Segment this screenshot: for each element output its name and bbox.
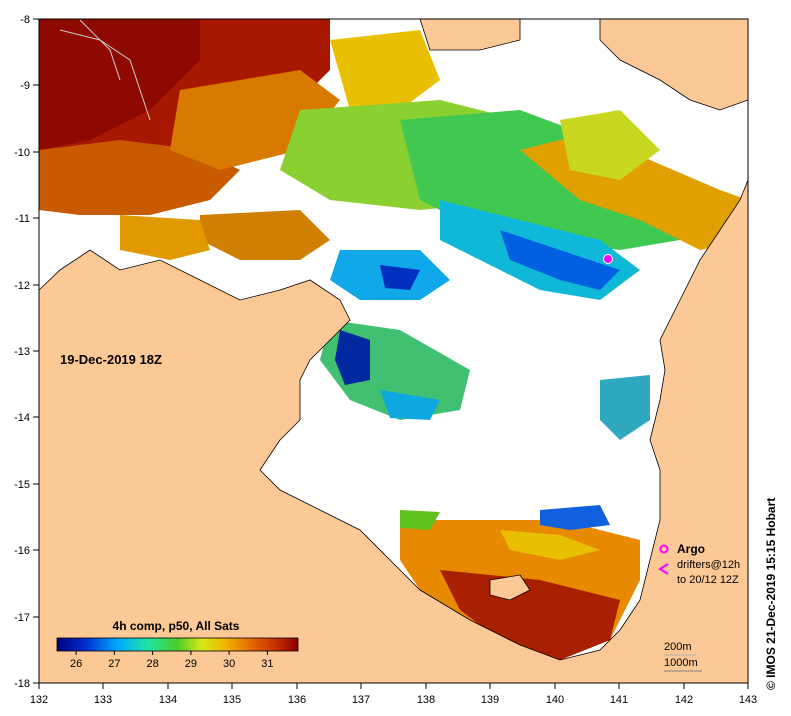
drifter-legend-line2: to 20/12 12Z: [677, 574, 739, 586]
y-tick-label: -16: [14, 545, 30, 557]
drifter-legend-icon: [658, 563, 669, 575]
colorbar-tick-label: 27: [108, 658, 120, 670]
x-tick-label: 135: [223, 694, 241, 706]
depth-contour: [59, 29, 151, 121]
landmass: [39, 19, 748, 683]
colorbar-tick-label: 31: [261, 658, 273, 670]
y-tick-label: -17: [14, 612, 30, 624]
x-tick-label: 132: [30, 694, 48, 706]
x-tick-label: 138: [417, 694, 435, 706]
y-tick-label: -13: [14, 346, 30, 358]
colorbar-tick-label: 26: [70, 658, 82, 670]
colorbar-ramp: [56, 637, 299, 652]
colorbar: 4h comp, p50, All Sats 26 27 28 29 30 31: [56, 619, 299, 670]
date-label: 19-Dec-2019 18Z: [60, 352, 162, 367]
colorbar-tick-label: 30: [223, 658, 235, 670]
y-axis: -8 -9 -10 -11 -12 -13 -14 -15 -16 -17 -1…: [14, 14, 39, 690]
x-tick-label: 137: [352, 694, 370, 706]
colorbar-title: 4h comp, p50, All Sats: [113, 619, 240, 633]
colorbar-ticks: 26 27 28 29 30 31: [70, 651, 274, 670]
y-tick-label: -15: [14, 479, 30, 491]
y-tick-label: -12: [14, 280, 30, 292]
depth-contour: [79, 19, 121, 81]
y-tick-label: -11: [15, 213, 30, 225]
depth-1000-label: 1000m: [664, 657, 698, 669]
argo-legend-icon: [659, 544, 669, 554]
x-tick-label: 139: [481, 694, 499, 706]
imos-credit: © IMOS 21-Dec-2019 15:15 Hobart: [764, 497, 778, 690]
y-tick-label: -8: [20, 14, 30, 26]
y-tick-label: -10: [14, 147, 30, 159]
x-axis: 132 133 134 135 136 137 138 139 140 141 …: [30, 683, 757, 706]
x-tick-label: 133: [94, 694, 112, 706]
depth-200-label: 200m: [664, 641, 692, 653]
y-tick-label: -9: [20, 80, 30, 92]
x-tick-label: 142: [675, 694, 693, 706]
argo-legend-label: Argo: [677, 542, 705, 556]
colorbar-tick-label: 28: [147, 658, 159, 670]
drifter-legend-line1: drifters@12h: [677, 559, 740, 571]
colorbar-tick-label: 29: [185, 658, 197, 670]
x-tick-label: 134: [159, 694, 177, 706]
sst-field: [39, 19, 748, 660]
argo-float-marker: [603, 254, 613, 264]
legend: Argo drifters@12h to 20/12 12Z 200m 1000…: [658, 542, 740, 672]
x-tick-label: 143: [739, 694, 757, 706]
y-tick-label: -14: [14, 412, 30, 424]
x-tick-label: 141: [610, 694, 628, 706]
y-tick-label: -18: [14, 678, 30, 690]
x-tick-label: 140: [546, 694, 564, 706]
x-tick-label: 136: [288, 694, 306, 706]
